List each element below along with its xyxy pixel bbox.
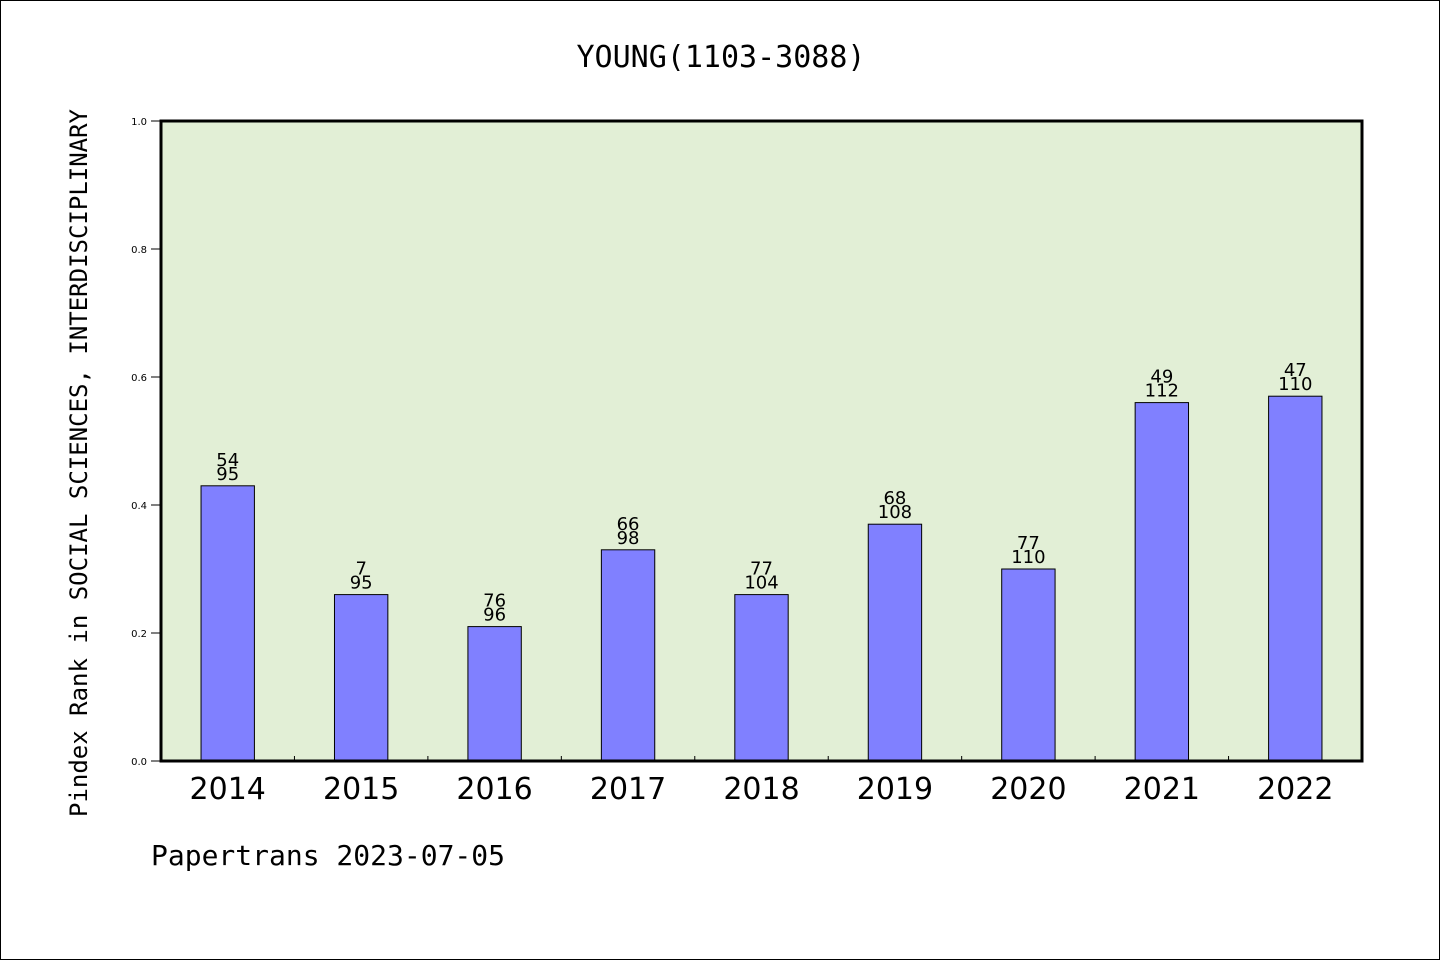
bar-2014 xyxy=(200,485,255,762)
data-label-bottom: 95 xyxy=(216,464,239,485)
chart-title: YOUNG(1103-3088) xyxy=(577,40,866,75)
x-tick-label: 2019 xyxy=(857,772,933,807)
bar-2019 xyxy=(867,523,923,762)
bars-group xyxy=(200,395,1323,762)
y-tick-label: 0.4 xyxy=(131,501,147,512)
data-label-top: 66 xyxy=(617,514,640,535)
x-tick-label: 2015 xyxy=(323,772,399,807)
plot-border xyxy=(159,119,1364,763)
data-label-bottom: 108 xyxy=(878,502,912,523)
data-label-top: 49 xyxy=(1150,367,1173,388)
data-label-bottom: 96 xyxy=(483,605,506,626)
data-label-bottom: 104 xyxy=(744,573,778,594)
data-label-top: 76 xyxy=(483,591,506,612)
data-label-bottom: 110 xyxy=(1278,374,1312,395)
y-tick-label: 0.8 xyxy=(131,245,147,256)
bar-2020 xyxy=(1001,568,1056,762)
y-tick-label: 0.6 xyxy=(131,373,147,384)
x-tick-label: 2021 xyxy=(1124,772,1200,807)
data-label-bottom: 110 xyxy=(1011,547,1045,568)
y-tick-label: 0.0 xyxy=(131,757,147,768)
bar-2021 xyxy=(1134,402,1190,762)
data-label-top: 47 xyxy=(1284,360,1307,381)
data-label-top: 68 xyxy=(883,488,906,509)
data-label-top: 77 xyxy=(750,559,773,580)
data-label-bottom: 112 xyxy=(1145,381,1179,402)
y-axis-label: Pindex Rank in SOCIAL SCIENCES, INTERDIS… xyxy=(65,108,93,817)
bar-2015 xyxy=(333,594,389,762)
bar-2016 xyxy=(467,626,522,762)
x-tick-label: 2014 xyxy=(190,772,266,807)
data-label-top: 7 xyxy=(355,559,366,580)
x-tick-label: 2016 xyxy=(456,772,532,807)
bar-2022 xyxy=(1268,395,1323,762)
bar-2017 xyxy=(600,549,656,762)
data-label-bottom: 98 xyxy=(617,528,640,549)
y-ticks-group: 0.0 0.2 0.4 0.6 0.8 1.0 xyxy=(131,117,161,768)
y-tick-label: 1.0 xyxy=(131,117,147,128)
bar-2018 xyxy=(734,594,789,762)
footer-credit: Papertrans 2023-07-05 xyxy=(151,839,505,872)
data-label-top: 77 xyxy=(1017,533,1040,554)
x-ticks-group: 2014 2015 2016 2017 2018 2019 2020 2021 2022 xyxy=(190,756,1333,807)
data-label-top: 54 xyxy=(216,450,239,471)
x-tick-label: 2018 xyxy=(723,772,799,807)
x-tick-label: 2022 xyxy=(1257,772,1333,807)
y-tick-label: 0.2 xyxy=(131,629,147,640)
x-tick-label: 2017 xyxy=(590,772,666,807)
x-tick-label: 2020 xyxy=(990,772,1066,807)
data-label-bottom: 95 xyxy=(350,573,373,594)
